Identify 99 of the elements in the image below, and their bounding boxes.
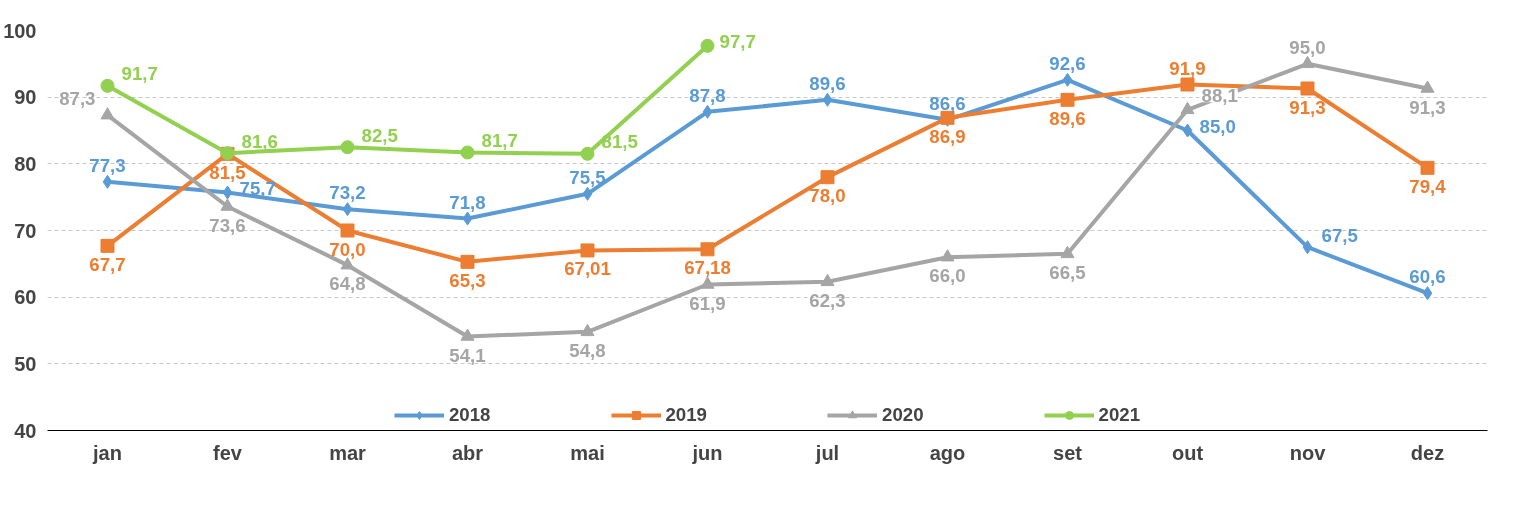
- x-tick-label: out: [1171, 441, 1204, 464]
- data-label: 79,4: [1409, 175, 1447, 197]
- y-tick-label: 40: [14, 419, 37, 442]
- x-tick-label: jun: [691, 441, 723, 464]
- x-tick-label: nov: [1289, 441, 1327, 464]
- x-tick-label: set: [1053, 441, 1083, 464]
- data-label: 81,7: [481, 130, 518, 151]
- point: [342, 202, 353, 217]
- point: [1060, 245, 1075, 259]
- x-tick-label: ago: [929, 441, 966, 464]
- data-label: 91,7: [121, 63, 158, 85]
- point: [580, 243, 595, 258]
- y-tick-label: 50: [14, 352, 37, 375]
- point: [340, 223, 355, 238]
- data-label: 66,5: [1049, 261, 1086, 283]
- data-label: 78,0: [809, 185, 846, 207]
- data-label: 77,3: [89, 154, 126, 176]
- point: [1180, 77, 1195, 92]
- point: [460, 328, 475, 341]
- data-label: 71,8: [449, 191, 486, 213]
- point: [580, 323, 595, 337]
- point: [1422, 286, 1433, 301]
- data-label: 81,5: [209, 161, 246, 183]
- data-label: 89,6: [809, 72, 846, 94]
- y-tick-label: 60: [14, 286, 37, 309]
- x-tick-label: mai: [570, 441, 605, 464]
- data-label: 67,18: [684, 257, 731, 279]
- point: [702, 104, 713, 119]
- data-label: 95,0: [1289, 36, 1326, 58]
- data-label: 92,6: [1049, 52, 1086, 74]
- x-tick-label: jan: [92, 441, 122, 464]
- data-label: 86,9: [929, 125, 966, 147]
- data-label: 73,2: [329, 182, 366, 204]
- point: [100, 107, 115, 120]
- data-label: 87,3: [59, 88, 96, 110]
- data-label: 62,3: [809, 289, 846, 311]
- point: [1302, 240, 1313, 255]
- data-label: 54,1: [449, 344, 486, 366]
- y-tick-label: 100: [3, 19, 37, 42]
- point: [1182, 123, 1193, 138]
- x-tick-label: dez: [1410, 441, 1445, 464]
- data-label: 85,0: [1199, 116, 1236, 137]
- x-tick-label: abr: [451, 441, 484, 464]
- point: [582, 186, 593, 201]
- point: [460, 145, 475, 160]
- y-tick-label: 70: [14, 219, 37, 242]
- x-tick-label: mar: [329, 441, 367, 464]
- data-label: 81,6: [241, 130, 278, 152]
- data-label: 88,1: [1201, 85, 1238, 107]
- legend-label: 2021: [1098, 404, 1141, 426]
- data-label: 91,3: [1289, 96, 1326, 118]
- point: [580, 146, 595, 161]
- data-label: 70,0: [329, 238, 366, 260]
- point: [700, 276, 715, 289]
- point: [1420, 80, 1435, 93]
- data-label: 65,3: [449, 269, 486, 291]
- data-label: 64,8: [329, 273, 366, 295]
- point: [1420, 160, 1435, 175]
- point: [340, 140, 355, 155]
- point: [1060, 92, 1075, 107]
- data-label: 67,01: [564, 258, 611, 280]
- point: [820, 170, 835, 185]
- legend-label: 2020: [882, 404, 924, 426]
- point: [1062, 72, 1073, 87]
- data-label: 75,5: [569, 166, 606, 188]
- data-label: 66,0: [929, 265, 966, 287]
- data-label: 61,9: [689, 292, 726, 314]
- data-label: 97,7: [719, 31, 756, 53]
- point: [1180, 101, 1195, 115]
- x-tick-label: jul: [814, 441, 840, 464]
- point: [222, 185, 233, 200]
- y-tick-label: 80: [14, 152, 37, 175]
- data-label: 67,7: [89, 253, 126, 275]
- data-label: 60,6: [1409, 266, 1446, 288]
- data-label: 73,6: [209, 214, 246, 236]
- point: [460, 254, 475, 269]
- point: [820, 273, 835, 287]
- data-label: 82,5: [361, 124, 398, 146]
- data-label: 67,5: [1321, 224, 1358, 246]
- y-tick-label: 90: [14, 86, 37, 109]
- data-label: 54,8: [569, 339, 606, 361]
- point: [700, 38, 715, 53]
- data-label: 91,3: [1409, 96, 1446, 118]
- point: [100, 78, 115, 93]
- data-label: 91,9: [1169, 57, 1206, 79]
- point: [940, 249, 955, 262]
- data-label: 87,8: [689, 84, 726, 106]
- data-label: 86,6: [929, 92, 966, 114]
- point: [100, 238, 115, 253]
- legend-label: 2018: [448, 404, 491, 426]
- data-label: 89,6: [1049, 107, 1086, 129]
- point: [822, 92, 833, 107]
- x-tick-label: fev: [213, 441, 243, 464]
- point: [102, 174, 113, 189]
- legend-label: 2019: [665, 404, 707, 426]
- point: [700, 242, 715, 257]
- point: [1300, 81, 1315, 96]
- point: [220, 198, 235, 211]
- point: [462, 211, 473, 226]
